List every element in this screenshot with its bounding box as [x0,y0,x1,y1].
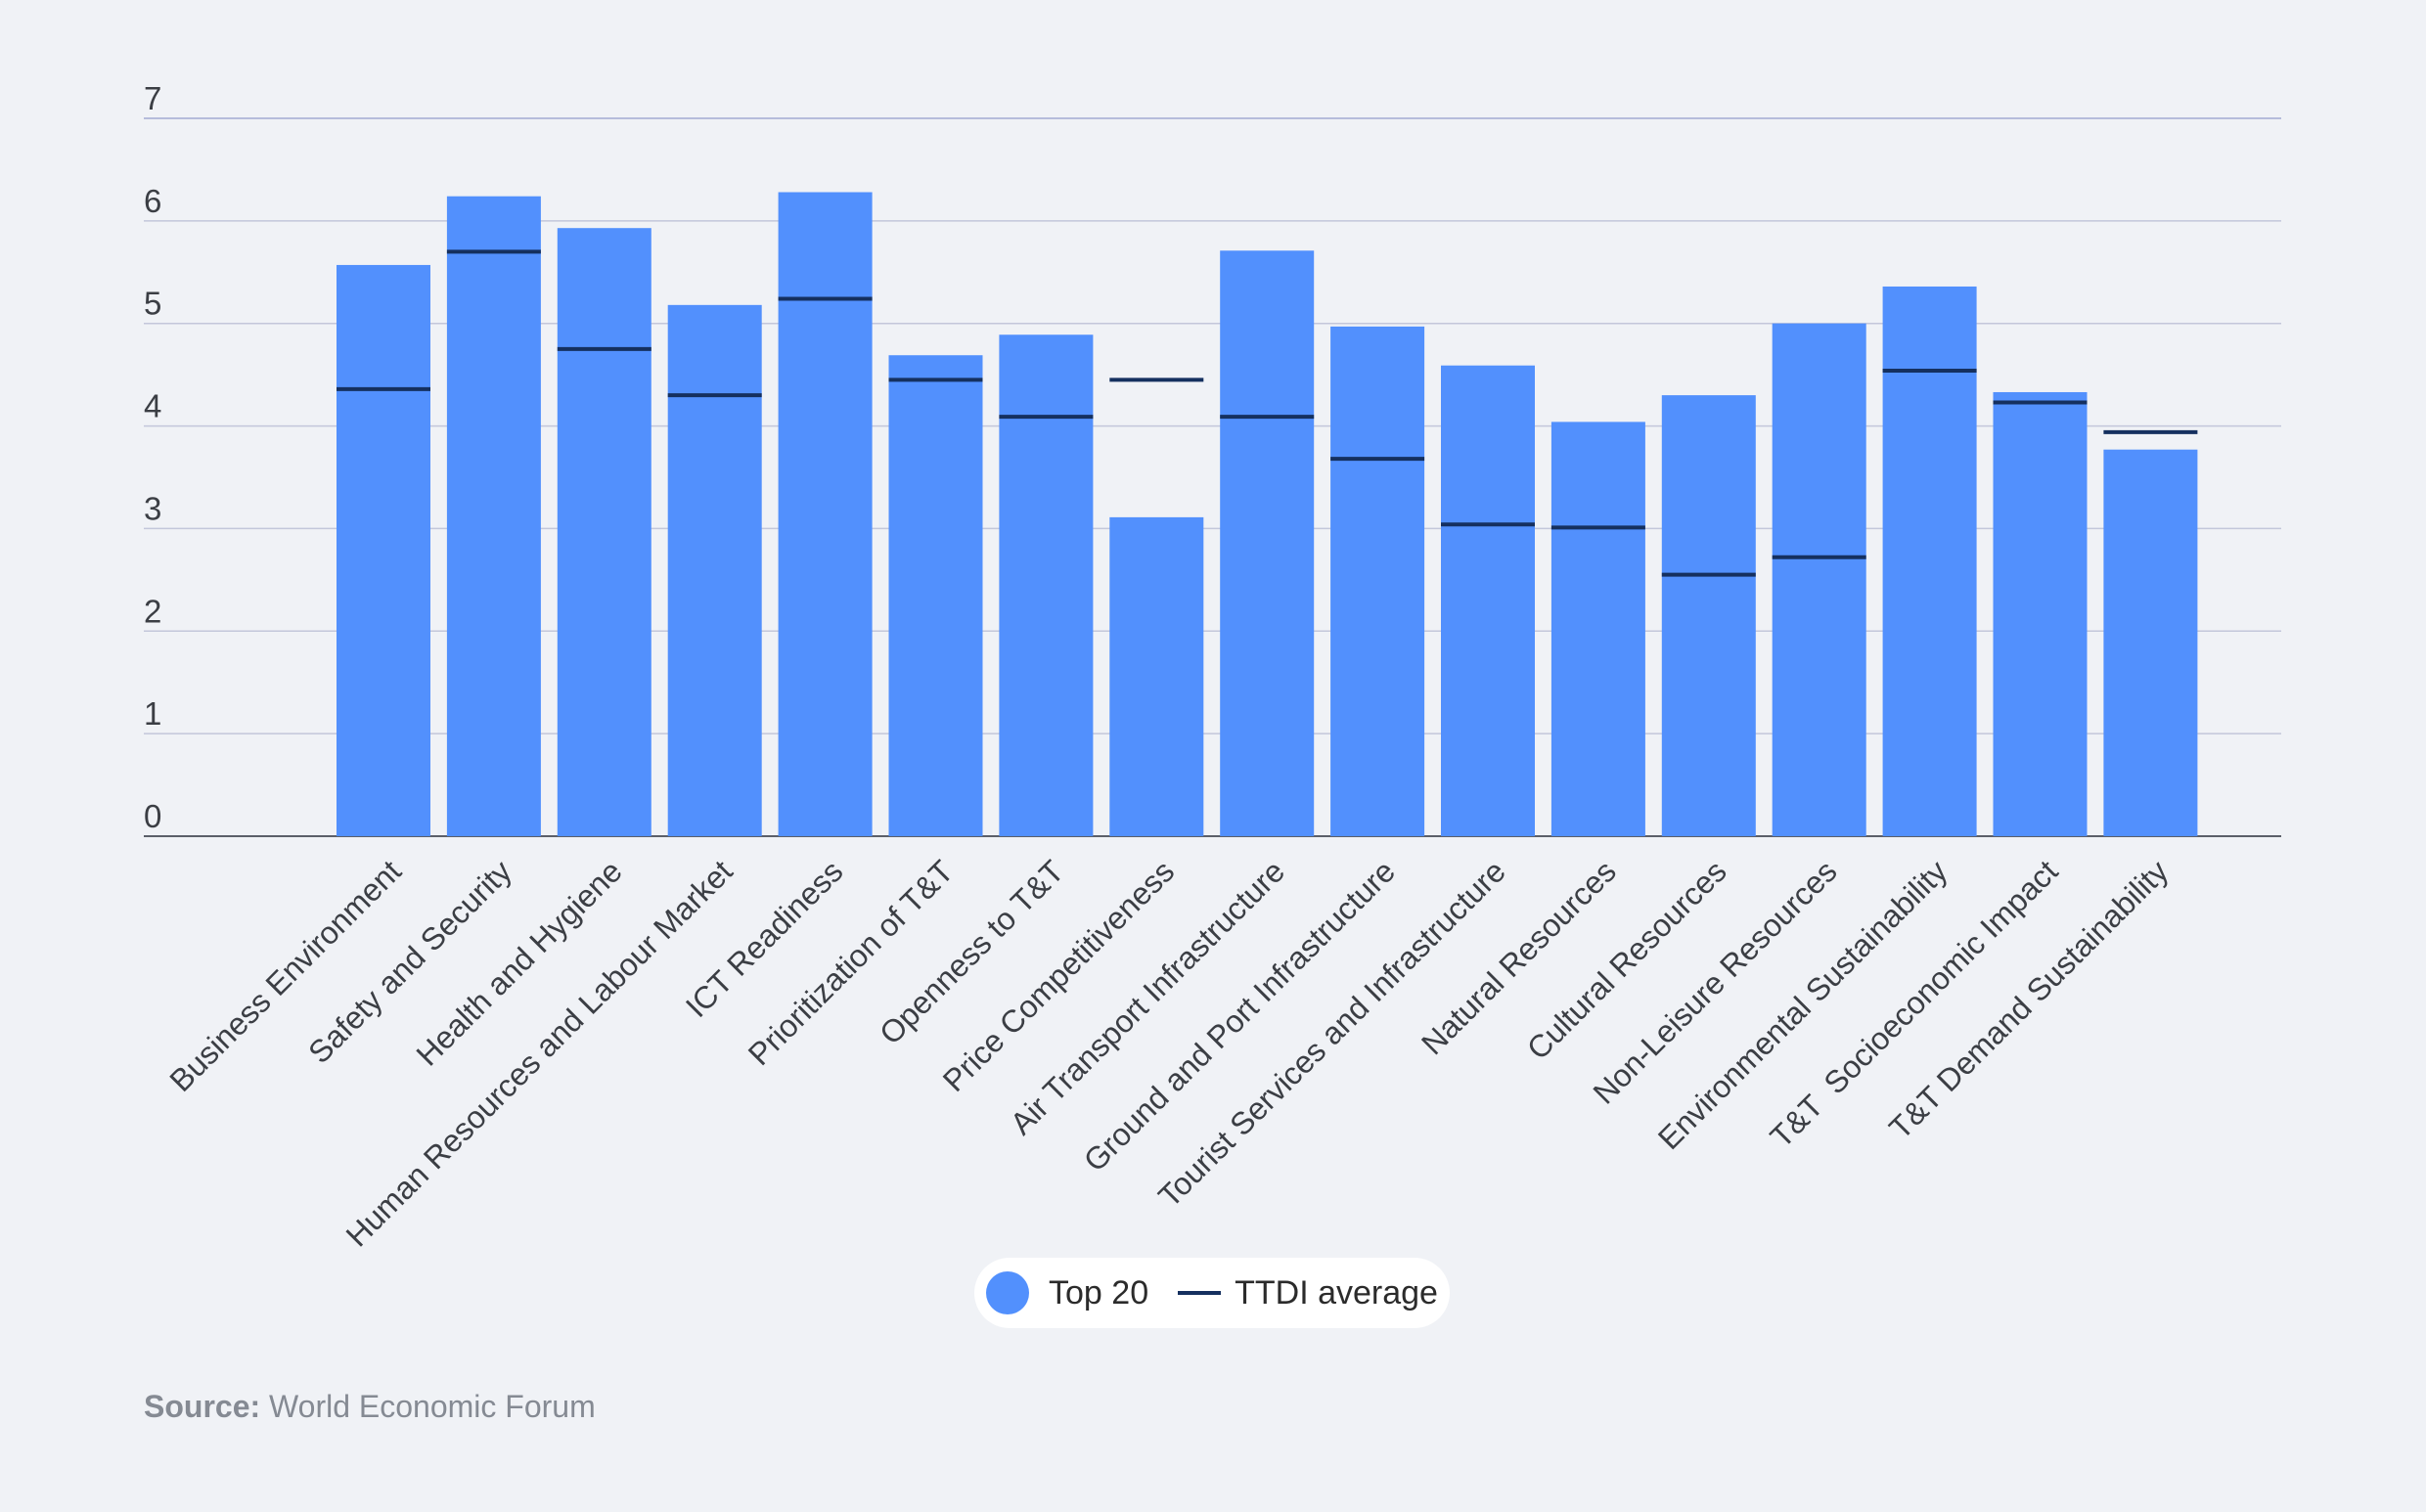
x-tick-label-3: Human Resources and Labour Market [339,853,740,1253]
bar-top-20-6 [999,334,1094,837]
legend: Top 20 TTDI average [974,1258,1450,1328]
bar-top-20-0 [337,264,430,837]
bar-top-20-14 [1882,286,1977,837]
y-tick-label-0: 0 [144,798,161,834]
y-tick-label-1: 1 [144,695,161,732]
bar-top-20-13 [1772,323,1866,836]
bars [337,192,2198,837]
legend-label-top-20: Top 20 [1049,1273,1149,1312]
bar-top-20-4 [778,192,873,837]
x-tick-label-6: Openness to T&T [873,853,1070,1050]
bar-top-20-16 [2103,449,2198,836]
x-tick-label-12: Cultural Resources [1520,853,1733,1066]
source-text: World Economic Forum [260,1389,596,1424]
x-tick-label-5: Prioritization of T&T [741,853,961,1072]
legend-label-ttdi-average: TTDI average [1235,1273,1438,1312]
bar-top-20-9 [1330,326,1425,836]
legend-swatch-ttdi-average [1178,1291,1222,1295]
y-tick-label-7: 7 [144,80,161,116]
bar-top-20-10 [1441,365,1535,836]
bar-top-20-5 [888,355,983,836]
bar-top-20-12 [1661,395,1756,836]
bar-top-20-2 [557,228,651,836]
legend-swatch-top-20 [986,1271,1030,1314]
bar-top-20-7 [1109,516,1204,836]
average-markers [337,249,2198,577]
bar-top-20-15 [1993,391,2088,836]
x-tick-label-1: Safety and Security [301,853,518,1070]
y-tick-labels: 0 1 2 3 4 5 6 7 [144,80,161,834]
x-tick-label-11: Natural Resources [1415,853,1623,1061]
x-tick-label-2: Health and Hygiene [410,853,629,1072]
bar-top-20-11 [1550,422,1645,836]
y-tick-label-5: 5 [144,286,161,322]
y-tick-label-6: 6 [144,183,161,219]
y-tick-label-3: 3 [144,490,161,526]
bar-top-20-8 [1220,250,1315,836]
bar-top-20-3 [667,304,762,837]
y-tick-label-4: 4 [144,388,161,424]
source-label: Source: [144,1389,261,1424]
y-tick-label-2: 2 [144,593,161,629]
bar-top-20-1 [446,196,541,837]
source-note: Source: World Economic Forum [144,1389,596,1425]
